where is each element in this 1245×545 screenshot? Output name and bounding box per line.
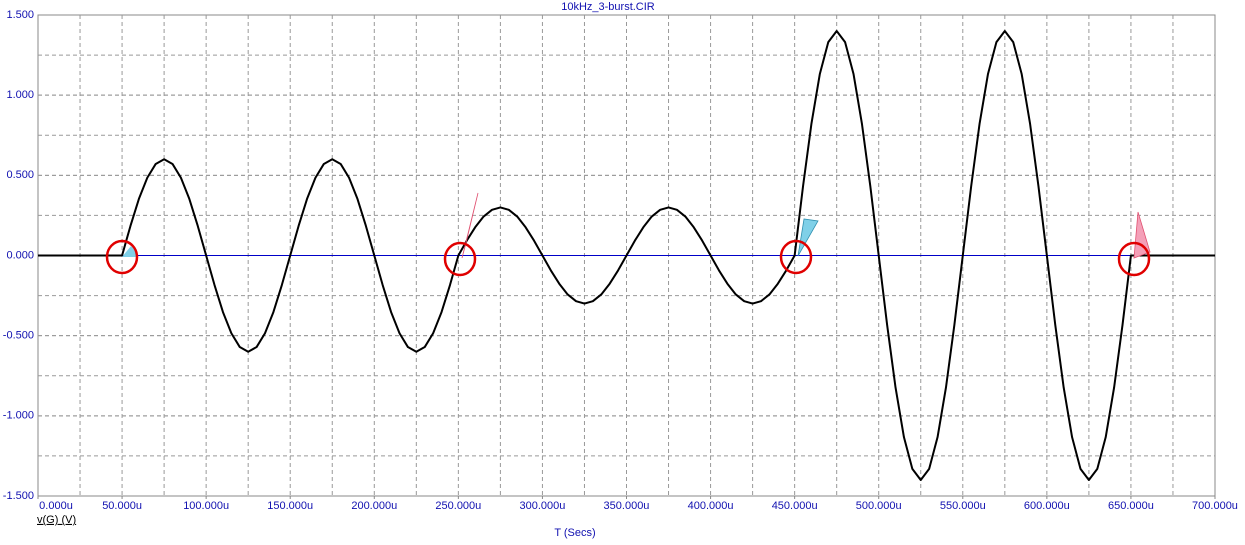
x-tick-label: 450.000u (772, 500, 818, 512)
highlight-circle (443, 241, 477, 277)
x-tick-label: 550.000u (940, 500, 986, 512)
annotations (122, 192, 1151, 259)
y-tick-label: -1.000 (3, 410, 34, 422)
chart-title: 10kHz_3-burst.CIR (561, 1, 655, 13)
x-tick-label: 250.000u (435, 500, 481, 512)
y-tick-label: 1.000 (6, 89, 34, 101)
series-line (38, 30, 1215, 481)
angle-wedge (461, 192, 479, 259)
y-tick-label: -1.500 (3, 490, 34, 502)
x-tick-label: 0.000u (39, 500, 73, 512)
x-tick-label: 50.000u (102, 500, 142, 512)
highlight-circle (105, 239, 139, 275)
y-tick-label: 0.500 (6, 169, 34, 181)
angle-wedge (122, 246, 137, 257)
x-tick-label: 200.000u (351, 500, 397, 512)
x-axis-label: T (Secs) (554, 527, 595, 539)
x-tick-label: 700.000u (1192, 500, 1238, 512)
highlight-circle (1117, 241, 1151, 277)
y-tick-label: 1.500 (6, 9, 34, 21)
y-tick-label: 0.000 (6, 249, 34, 261)
highlight-circle (779, 239, 813, 275)
x-tick-label: 600.000u (1024, 500, 1070, 512)
x-tick-label: 300.000u (519, 500, 565, 512)
angle-wedge (797, 218, 819, 257)
x-tick-label: 650.000u (1108, 500, 1154, 512)
legend-entry: v(G) (V) (37, 514, 76, 526)
y-tick-label: -0.500 (3, 330, 34, 342)
x-tick-label: 500.000u (856, 500, 902, 512)
x-tick-label: 400.000u (688, 500, 734, 512)
x-tick-label: 100.000u (183, 500, 229, 512)
x-tick-label: 150.000u (267, 500, 313, 512)
x-tick-label: 350.000u (604, 500, 650, 512)
angle-wedge (1133, 211, 1151, 259)
